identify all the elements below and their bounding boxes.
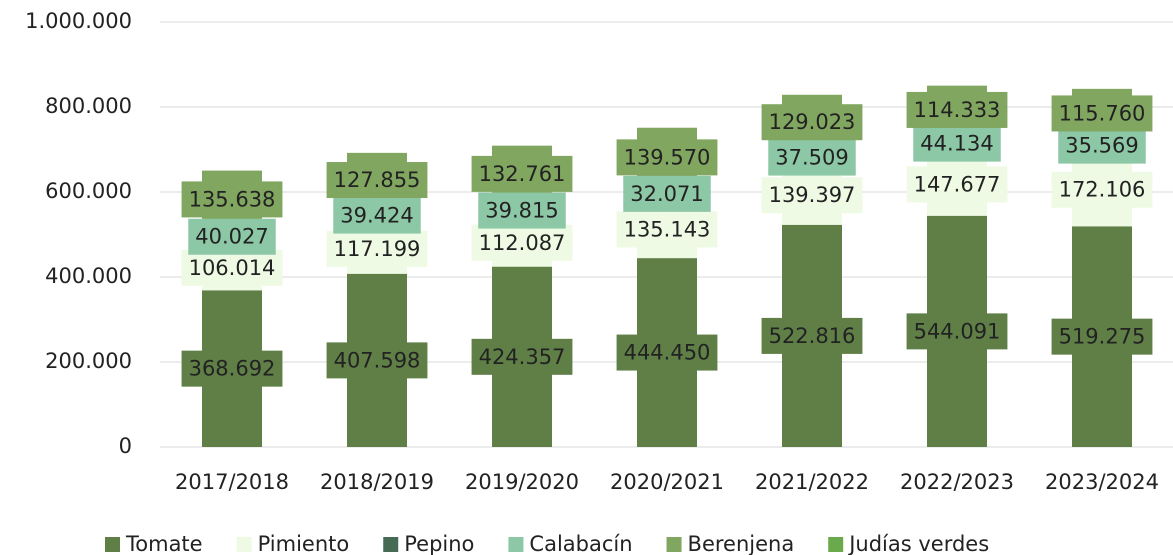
data-label-bg (761, 177, 863, 214)
data-label-bg (761, 317, 863, 354)
data-label-bg (906, 313, 1008, 350)
data-label: 139.397 (769, 183, 856, 207)
data-label-bg (1051, 171, 1153, 208)
data-label-bg (333, 197, 421, 234)
data-label: 114.333 (914, 98, 1001, 122)
data-label-bg (326, 162, 428, 199)
data-label-bg (623, 175, 711, 212)
data-label-bg (181, 249, 283, 286)
legend-swatch (105, 537, 120, 552)
x-tick-label: 2020/2021 (610, 470, 724, 494)
x-tick-label: 2021/2022 (755, 470, 869, 494)
data-label-bg (761, 104, 863, 141)
data-label: 444.450 (624, 341, 711, 365)
data-label: 129.023 (769, 110, 856, 134)
data-label: 40.027 (195, 225, 268, 249)
data-label: 37.509 (775, 146, 848, 170)
data-label-bg (478, 192, 566, 229)
legend-label: Berenjena (688, 532, 795, 555)
data-label-bg (616, 211, 718, 248)
data-label: 135.143 (624, 217, 711, 241)
x-tick-label: 2017/2018 (175, 470, 289, 494)
legend-label: Judías verdes (847, 532, 989, 555)
data-label-bg (1051, 318, 1153, 355)
data-label: 35.569 (1065, 134, 1138, 158)
data-label: 106.014 (189, 256, 276, 280)
legend-swatch (666, 537, 682, 552)
data-label-bg (913, 125, 1001, 162)
legend-label: Pimiento (258, 532, 350, 555)
data-label-bg (181, 350, 283, 387)
data-label: 147.677 (914, 172, 1001, 196)
data-label: 424.357 (479, 345, 566, 369)
data-label: 117.199 (334, 237, 421, 261)
data-label: 544.091 (914, 319, 1001, 343)
legend-swatch (383, 537, 399, 552)
data-label: 39.815 (485, 199, 558, 223)
data-label: 368.692 (189, 357, 276, 381)
x-tick-label: 2022/2023 (900, 470, 1014, 494)
data-label: 112.087 (479, 231, 566, 255)
data-label: 407.598 (334, 348, 421, 372)
data-label-bg (188, 218, 276, 255)
legend-swatch (508, 537, 524, 552)
y-tick-label: 200.000 (45, 349, 132, 373)
data-label: 32.071 (630, 182, 703, 206)
data-label-bg (471, 338, 573, 375)
data-label-bg (616, 139, 718, 176)
legend-swatch (236, 537, 252, 552)
legend-label: Calabacín (529, 532, 632, 555)
data-label-bg (326, 230, 428, 267)
legend-label: Tomate (125, 532, 203, 555)
x-tick-label: 2018/2019 (320, 470, 434, 494)
data-label: 139.570 (624, 145, 711, 169)
data-label: 135.638 (189, 187, 276, 211)
data-label: 115.760 (1059, 101, 1146, 125)
data-label-bg (471, 224, 573, 261)
data-label: 132.761 (479, 162, 566, 186)
data-label: 44.134 (920, 132, 993, 156)
data-label-bg (1058, 127, 1146, 164)
data-label: 172.106 (1059, 178, 1146, 202)
data-label-bg (906, 166, 1008, 203)
data-label-bg (768, 139, 856, 176)
y-tick-label: 600.000 (45, 179, 132, 203)
y-tick-label: 0 (119, 434, 132, 458)
data-label-bg (326, 342, 428, 379)
legend-swatch (828, 537, 844, 552)
data-label: 519.275 (1059, 325, 1146, 349)
data-label-bg (181, 181, 283, 218)
data-label-bg (1051, 95, 1153, 132)
data-label: 39.424 (340, 204, 413, 228)
data-label: 127.855 (334, 168, 421, 192)
data-label-bg (471, 155, 573, 192)
data-label: 522.816 (769, 324, 856, 348)
legend-label: Pepino (404, 532, 474, 555)
y-tick-label: 400.000 (45, 264, 132, 288)
data-label-bg (906, 91, 1008, 128)
y-tick-label: 1.000.000 (25, 9, 132, 33)
data-label-bg (616, 334, 718, 371)
x-tick-label: 2019/2020 (465, 470, 579, 494)
y-tick-label: 800.000 (45, 94, 132, 118)
x-tick-label: 2023/2024 (1045, 470, 1159, 494)
